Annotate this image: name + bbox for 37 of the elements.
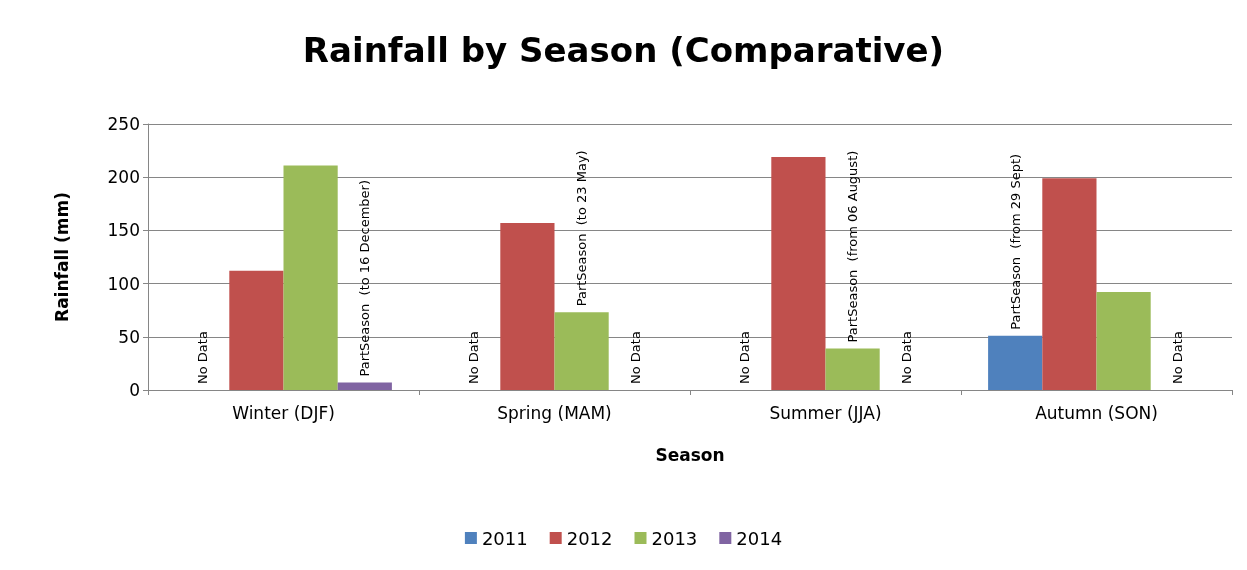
bar [500,222,555,390]
y-axis-title: Rainfall (mm) [51,192,72,322]
text: No Data [194,331,210,384]
text: No Data [628,331,644,384]
x-tick-label: Winter (DJF) [232,402,335,423]
x-tick-label: Autumn (SON) [1035,402,1158,423]
bar [771,156,826,390]
data-label: PartSeason (to 23 May) [574,150,590,307]
legend-label: 2014 [736,527,783,549]
bar [825,348,880,390]
bar [229,270,284,390]
x-tick-label: Spring (MAM) [497,402,612,423]
y-tick-label: 200 [107,167,140,188]
y-tick-label: 50 [118,326,140,347]
bar [988,335,1043,390]
y-tick-label: 0 [129,380,140,400]
legend-label: 2011 [481,527,528,549]
y-tick-label: 150 [107,220,140,241]
chart-title: Rainfall by Season (Comparative) [302,30,945,70]
text: No Data [736,331,752,384]
data-label: PartSeason (to 16 December) [357,180,373,377]
text: No Data [899,331,915,384]
x-tick-label: Summer (JJA) [769,402,882,423]
bar [554,312,609,390]
bar [337,382,392,390]
bar [1096,292,1151,390]
legend-label: 2012 [566,527,613,549]
legend-label: 2013 [651,527,698,549]
data-label: PartSeason (from 06 August) [845,150,861,343]
data-label: PartSeason (from 29 Sept) [1007,153,1023,330]
y-tick-label: 100 [107,273,140,294]
bar [283,165,338,390]
text: No Data [465,331,481,384]
text: No Data [1170,331,1186,384]
x-axis-title: Season [655,444,725,465]
bar [1042,178,1097,390]
y-tick-label: 250 [107,114,140,134]
